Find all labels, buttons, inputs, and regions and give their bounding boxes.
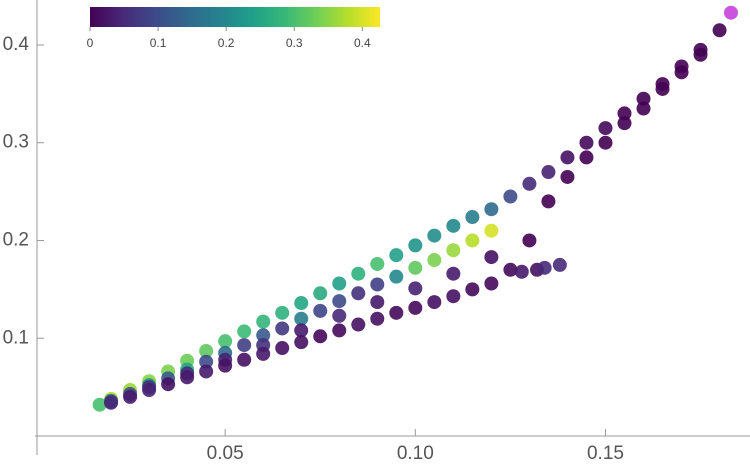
point — [484, 276, 499, 291]
point — [180, 370, 195, 385]
point — [332, 276, 347, 291]
point — [313, 329, 328, 344]
point — [541, 194, 556, 209]
point — [617, 116, 632, 131]
x-tick-label: 0.15 — [587, 443, 624, 464]
point — [332, 294, 347, 309]
point — [408, 300, 423, 315]
point — [294, 323, 309, 338]
x-tick-label: 0.10 — [397, 443, 434, 464]
point — [617, 106, 632, 121]
point — [655, 81, 670, 96]
point — [351, 266, 366, 281]
point — [199, 364, 214, 379]
point — [465, 233, 480, 248]
point — [275, 321, 290, 336]
point — [446, 243, 461, 258]
point — [560, 150, 575, 165]
y-tick-label: 0.1 — [3, 327, 29, 348]
colorbar-tick-label: 0 — [87, 36, 94, 50]
point — [636, 101, 651, 116]
point — [427, 228, 442, 243]
point — [370, 311, 385, 326]
point — [142, 383, 157, 398]
point — [123, 389, 138, 404]
point — [389, 269, 404, 284]
point — [579, 135, 594, 150]
highlight-point — [723, 5, 738, 20]
point — [636, 91, 651, 106]
point — [541, 165, 556, 180]
point — [313, 303, 328, 318]
point — [503, 262, 518, 277]
point — [237, 338, 252, 353]
point — [237, 324, 252, 339]
point — [256, 346, 271, 361]
point — [218, 358, 233, 373]
point — [522, 233, 537, 248]
point — [446, 289, 461, 304]
point — [237, 352, 252, 367]
point — [218, 334, 233, 349]
y-tick-label: 0.3 — [3, 132, 29, 153]
point — [446, 218, 461, 233]
y-tick-label: 0.4 — [3, 34, 30, 55]
point — [484, 202, 499, 217]
colorbar-tick-label: 0.1 — [150, 36, 167, 50]
point — [560, 169, 575, 184]
point — [537, 260, 552, 275]
point — [256, 314, 271, 329]
point — [313, 286, 328, 301]
point — [484, 223, 499, 238]
point — [275, 341, 290, 356]
point — [370, 295, 385, 310]
point — [484, 250, 499, 265]
point — [427, 295, 442, 310]
point — [598, 135, 613, 150]
point — [332, 323, 347, 338]
point — [408, 281, 423, 296]
point — [332, 308, 347, 323]
point — [514, 264, 529, 279]
point — [104, 395, 119, 410]
x-tick-label: 0.05 — [207, 443, 244, 464]
point — [427, 253, 442, 268]
point — [161, 377, 176, 392]
point — [370, 277, 385, 292]
colorbar-tick-label: 0.4 — [354, 36, 371, 50]
colorbar — [90, 7, 380, 27]
point — [370, 256, 385, 271]
point — [693, 47, 708, 62]
point — [552, 257, 567, 272]
point — [408, 260, 423, 275]
colorbar-tick-label: 0.3 — [286, 36, 303, 50]
point — [351, 317, 366, 332]
point — [294, 335, 309, 350]
point — [199, 343, 214, 358]
point — [522, 176, 537, 191]
point — [275, 305, 290, 320]
point — [351, 286, 366, 301]
y-tick-label: 0.2 — [3, 229, 29, 250]
point — [465, 282, 480, 297]
point — [199, 354, 214, 369]
point — [465, 210, 480, 225]
point — [674, 65, 689, 80]
point — [256, 328, 271, 343]
point — [389, 248, 404, 263]
point — [294, 296, 309, 311]
point — [579, 150, 594, 165]
point — [408, 238, 423, 253]
point — [503, 189, 518, 204]
point — [712, 23, 727, 38]
colorbar-tick-label: 0.2 — [218, 36, 235, 50]
point — [389, 305, 404, 320]
point — [294, 311, 309, 326]
point — [446, 266, 461, 281]
point — [598, 121, 613, 136]
point — [92, 397, 107, 412]
